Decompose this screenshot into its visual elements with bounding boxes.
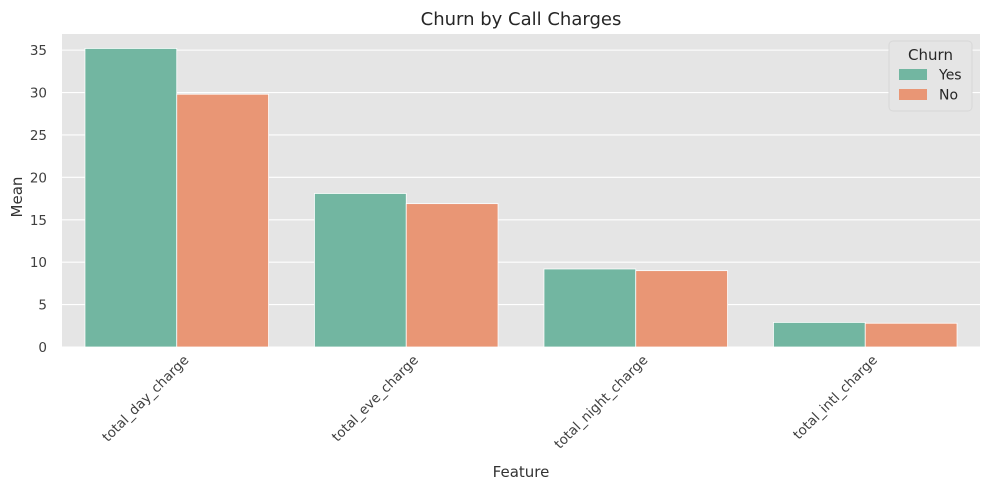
bar-no-total-night-charge <box>635 270 728 348</box>
y-tick-label: 15 <box>30 213 47 229</box>
chart-title: Churn by Call Charges <box>421 9 622 30</box>
legend-label-no: No <box>939 88 958 104</box>
legend-swatch-no <box>899 89 927 100</box>
y-tick-label: 20 <box>30 170 47 186</box>
x-tick-label: total_eve_charge <box>329 352 422 445</box>
x-tick-label: total_intl_charge <box>790 352 881 443</box>
bar-yes-total-day-charge <box>84 48 178 348</box>
bar-yes-total-eve-charge <box>314 193 407 348</box>
x-tick-label: total_night_charge <box>551 352 651 452</box>
y-axis-ticks: 0 5 10 15 20 25 30 35 <box>30 43 47 356</box>
x-axis-ticks: total_day_charge total_eve_charge total_ni… <box>99 352 881 452</box>
y-tick-label: 0 <box>38 340 47 356</box>
bars-group <box>84 48 958 348</box>
y-tick-label: 35 <box>30 43 47 59</box>
legend-label-yes: Yes <box>938 68 962 84</box>
legend: Churn Yes No <box>888 40 973 112</box>
bar-no-total-intl-charge <box>864 322 958 348</box>
legend-title: Churn <box>908 46 953 64</box>
bar-no-total-eve-charge <box>405 203 499 348</box>
x-tick-label: total_day_charge <box>99 352 192 445</box>
y-tick-label: 25 <box>30 128 47 144</box>
y-tick-label: 10 <box>30 255 47 271</box>
x-axis-label: Feature <box>493 463 550 481</box>
y-axis-label: Mean <box>8 177 26 218</box>
bar-yes-total-intl-charge <box>773 322 866 348</box>
bar-yes-total-night-charge <box>543 268 637 348</box>
legend-swatch-yes <box>899 69 927 80</box>
bar-no-total-day-charge <box>176 93 269 348</box>
y-tick-label: 30 <box>30 86 47 102</box>
y-tick-label: 5 <box>38 298 47 314</box>
